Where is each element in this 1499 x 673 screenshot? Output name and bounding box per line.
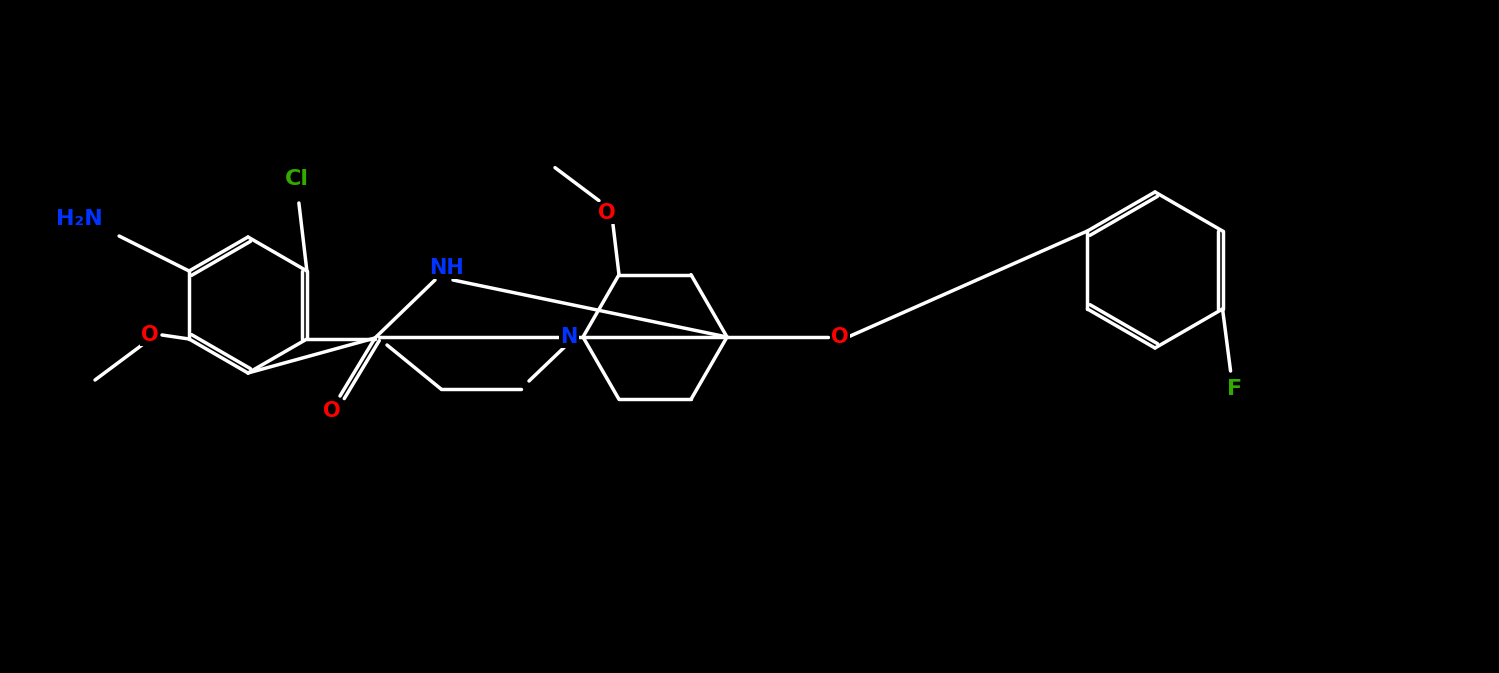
Text: O: O [324,401,340,421]
Text: NH: NH [430,258,465,278]
Text: Cl: Cl [285,169,309,189]
Text: N: N [561,327,577,347]
Text: F: F [1228,379,1243,399]
Text: O: O [598,203,616,223]
Text: O: O [830,327,848,347]
Text: H₂N: H₂N [55,209,102,229]
Text: O: O [141,325,159,345]
